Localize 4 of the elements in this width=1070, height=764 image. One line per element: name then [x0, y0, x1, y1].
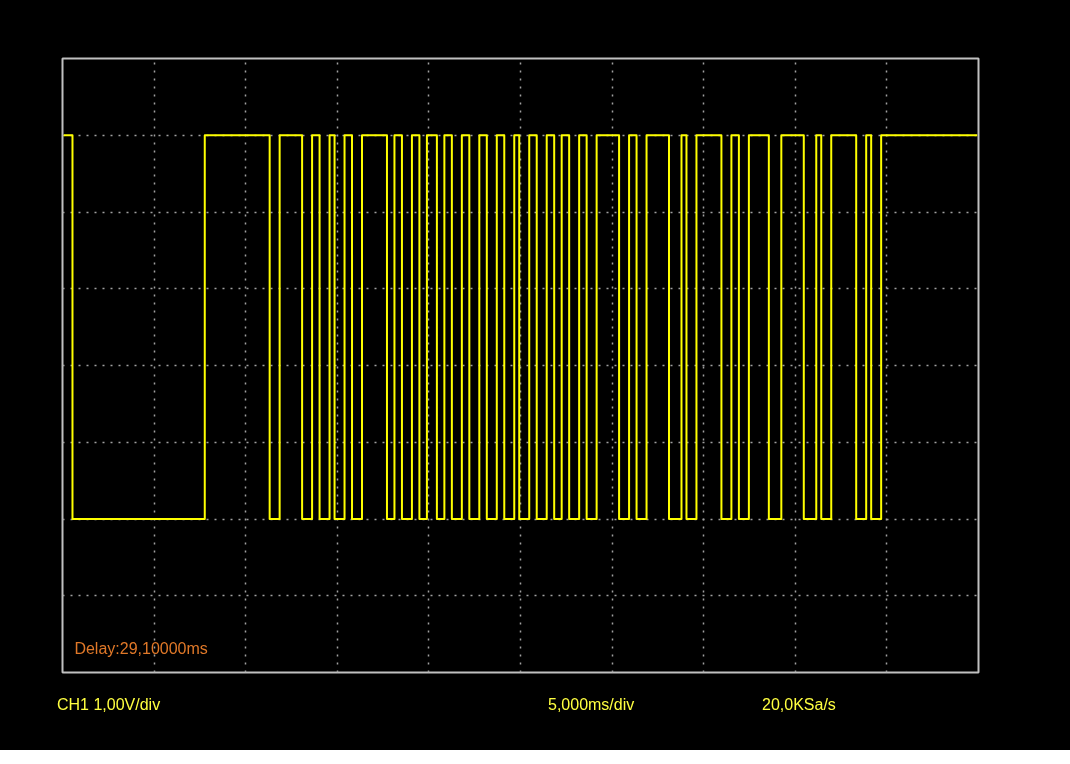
text: CH1 1,00V/div [57, 695, 161, 715]
text: 20,0KSa/s [762, 695, 836, 715]
text: 5,000ms/div [548, 695, 635, 715]
text: Delay:29,10000ms [74, 640, 208, 658]
